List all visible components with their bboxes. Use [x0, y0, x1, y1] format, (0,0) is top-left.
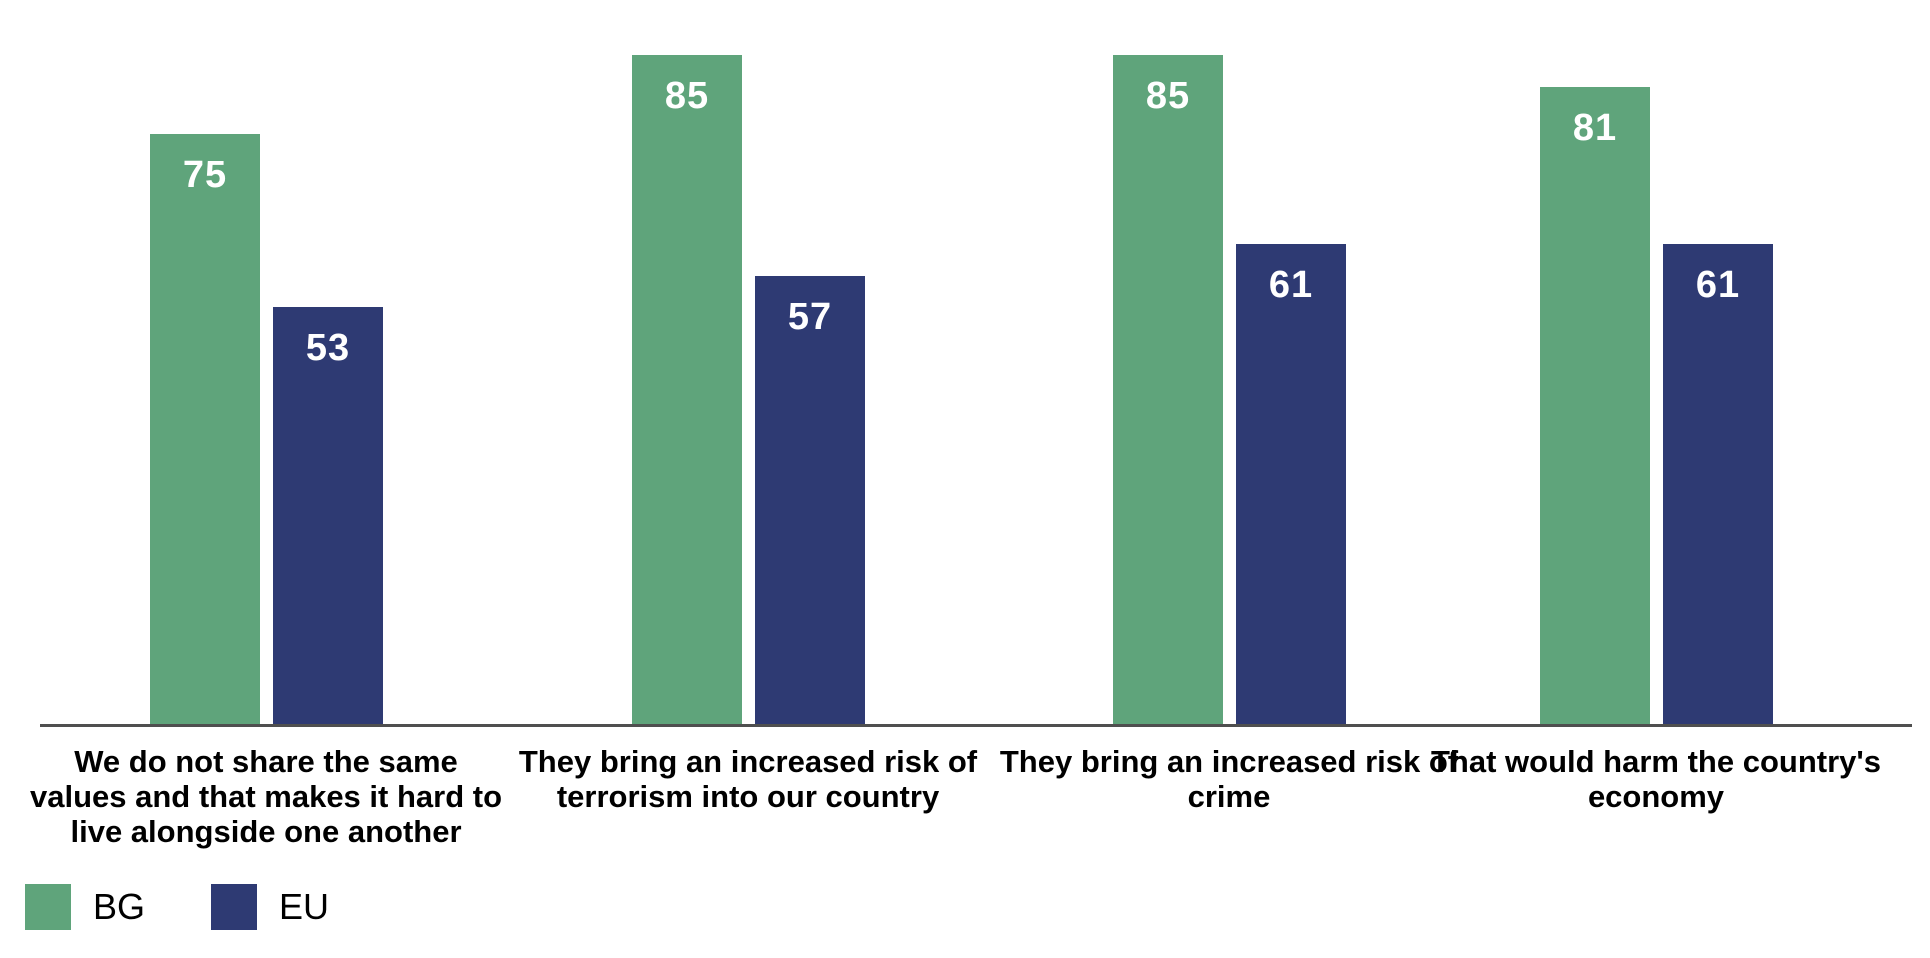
bar-value-label: 81 — [1572, 107, 1618, 149]
legend-label-eu: EU — [279, 886, 330, 927]
bar-eu-group-2: 57 — [755, 276, 865, 725]
bar-eu-group-4: 61 — [1663, 244, 1773, 725]
legend-label-bg: BG — [93, 886, 146, 927]
category-label-3: They bring an increased risk of crime — [999, 744, 1459, 814]
category-axis-labels: We do not share the same values and that… — [0, 744, 1930, 874]
bar-value-label: 61 — [1695, 264, 1741, 306]
bar-eu-group-1: 53 — [273, 307, 383, 725]
bar-bg-group-3: 85 — [1113, 55, 1223, 725]
legend-swatch-bg — [25, 884, 71, 930]
bar-value-label: 61 — [1268, 264, 1314, 306]
bar-value-label: 53 — [305, 327, 351, 369]
category-label-2: They bring an increased risk of terroris… — [518, 744, 978, 814]
legend-item-eu: EU — [211, 884, 329, 930]
bar-bg-group-4: 81 — [1540, 87, 1650, 725]
legend: BG EU — [25, 884, 329, 930]
bar-value-label: 75 — [182, 154, 228, 196]
bar-value-label: 57 — [787, 296, 833, 338]
bar-value-label: 85 — [1145, 75, 1191, 117]
legend-swatch-eu — [211, 884, 258, 930]
category-label-4: That would harm the country's economy — [1430, 744, 1881, 814]
bar-value-label: 85 — [664, 75, 710, 117]
legend-item-bg: BG — [25, 884, 145, 930]
bar-eu-group-3: 61 — [1236, 244, 1346, 725]
bar-bg-group-1: 75 — [150, 134, 260, 725]
plot-area: 75 53 85 57 85 61 81 61 — [150, 55, 1773, 725]
category-label-1: We do not share the same values and that… — [29, 744, 503, 849]
x-axis-line — [40, 724, 1912, 727]
bar-bg-group-2: 85 — [632, 55, 742, 725]
